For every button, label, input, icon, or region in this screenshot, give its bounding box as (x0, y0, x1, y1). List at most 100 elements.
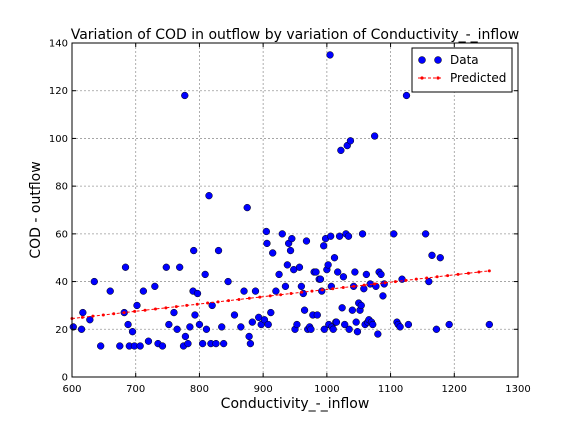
data-point (202, 325, 211, 333)
data-point (124, 320, 132, 329)
predicted-point (404, 278, 408, 282)
predicted-point (289, 292, 293, 295)
data-point (320, 242, 328, 250)
data-point (173, 325, 181, 333)
data-point (246, 339, 255, 348)
data-point (346, 137, 355, 145)
x-tick-label: 1000 (314, 384, 339, 395)
data-point (90, 277, 98, 286)
data-point (162, 263, 170, 271)
data-point (344, 232, 353, 240)
data-point (485, 320, 493, 329)
predicted-point (268, 294, 272, 298)
predicted-point (226, 299, 230, 303)
data-point (396, 323, 404, 331)
data-point (390, 230, 398, 238)
plot-frame (71, 42, 519, 378)
data-point (190, 246, 198, 255)
predicted-point (112, 312, 116, 316)
data-point (243, 203, 251, 212)
legend-box (411, 47, 513, 93)
predicted-point (373, 282, 377, 286)
predicted-point (143, 308, 147, 312)
y-tick-label: 40 (55, 277, 68, 288)
predicted-point (362, 283, 366, 287)
axis-ticks: 600 700 800 900 1000 1100 1200 1300 0 20 40 60 80 100… (49, 39, 531, 396)
data-point (240, 287, 248, 295)
predicted-point (153, 307, 157, 311)
data-point (288, 234, 296, 243)
data-point (302, 237, 311, 245)
data-point (358, 230, 367, 238)
data-point (262, 227, 270, 236)
data-point (335, 232, 344, 240)
x-tick-label: 1200 (442, 384, 467, 395)
data-point (176, 263, 184, 271)
data-point (338, 304, 346, 312)
predicted-point (185, 303, 189, 307)
data-point (267, 308, 275, 317)
data-point (170, 308, 178, 317)
legend-data-marker (418, 56, 426, 64)
data-point (281, 282, 290, 290)
data-point (313, 311, 321, 319)
predicted-point (466, 271, 470, 275)
data-point (205, 192, 213, 200)
data-point (379, 292, 387, 300)
legend: Data Predicted (411, 47, 513, 93)
data-point (428, 251, 436, 259)
predicted-point (446, 274, 450, 278)
data-point (264, 320, 272, 329)
predicted-point (247, 296, 251, 300)
chart-title: Variation of COD in outflow by variation… (71, 27, 520, 43)
data-point (320, 325, 328, 333)
data-point (357, 301, 365, 310)
data-point (330, 254, 339, 262)
data-point (269, 249, 277, 257)
predicted-point (331, 287, 335, 291)
data-point (377, 270, 385, 279)
x-tick-label: 700 (126, 384, 145, 395)
data-point (79, 308, 87, 317)
data-point (432, 325, 441, 333)
legend-predicted-marker (420, 76, 424, 80)
data-point (151, 282, 159, 290)
predicted-line (70, 269, 491, 321)
x-axis-label: Conductivity_-_inflow (221, 396, 370, 412)
data-point (425, 277, 433, 286)
data-point (421, 230, 430, 238)
predicted-point (300, 290, 304, 294)
predicted-point (425, 276, 429, 280)
data-point (402, 91, 411, 100)
data-point (351, 268, 359, 276)
data-point (332, 318, 341, 326)
data-point (334, 268, 342, 276)
x-tick-label: 800 (190, 384, 209, 395)
predicted-point (122, 311, 126, 315)
data-point (212, 339, 220, 348)
data-point (251, 287, 260, 295)
data-point (404, 320, 413, 329)
data-point (445, 320, 453, 329)
predicted-point (341, 286, 345, 290)
data-point (297, 282, 306, 290)
legend-data-label: Data (450, 53, 479, 67)
data-point (248, 318, 256, 326)
predicted-point (310, 289, 314, 293)
y-tick-label: 0 (62, 373, 68, 384)
data-point (436, 254, 444, 262)
data-point (219, 339, 228, 348)
data-point (260, 316, 269, 324)
data-point (193, 289, 202, 298)
data-point (218, 323, 226, 331)
data-point (201, 270, 209, 279)
data-point (353, 328, 362, 336)
predicted-point (393, 280, 397, 284)
data-point (237, 323, 245, 331)
data-point (165, 320, 173, 329)
y-tick-label: 140 (49, 39, 68, 50)
predicted-point (456, 272, 460, 276)
data-point (337, 146, 345, 155)
data-point (324, 261, 332, 269)
